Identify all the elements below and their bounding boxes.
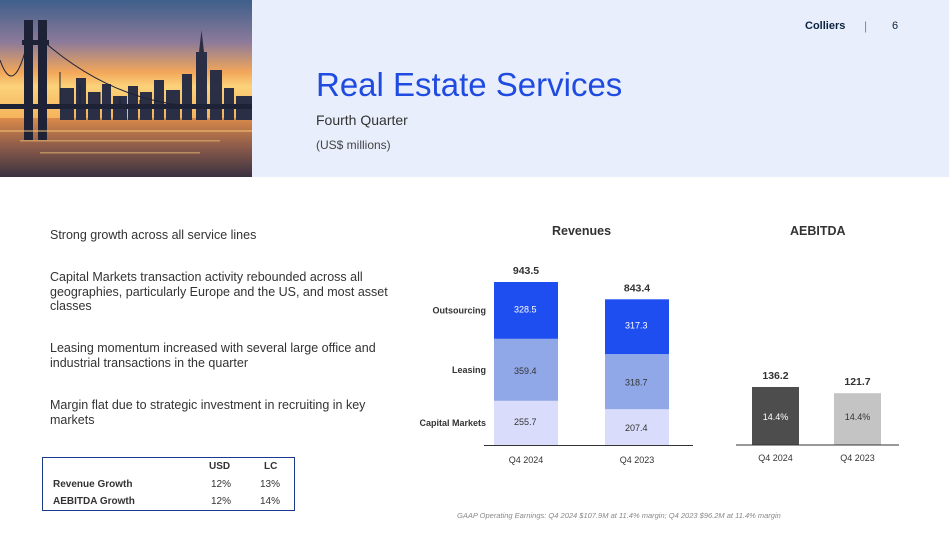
growth-row-usd: 12% [211,479,232,490]
aebitda-category-label: Q4 2023 [840,453,875,463]
revenue-segment-label: 328.5 [514,304,537,314]
bullet-item: Strong growth across all service lines [50,228,257,242]
revenue-bar-segment [605,299,669,355]
bullet-item: Margin flat due to strategic investment … [50,398,366,427]
revenue-bar-segment [494,400,558,445]
aebitda-category-label: Q4 2024 [758,453,793,463]
revenue-series-label: Leasing [452,365,486,375]
footnote: GAAP Operating Earnings: Q4 2024 $107.9M… [457,511,781,520]
page-subtitle: Fourth Quarter [316,112,408,128]
growth-row-lc: 13% [260,479,281,490]
growth-row-lc: 14% [260,496,281,507]
aebitda-value-label: 136.2 [762,370,788,382]
aebitda-margin-label: 14.4% [845,412,871,422]
aebitda-chart-title: AEBITDA [790,224,846,238]
aebitda-margin-label: 14.4% [763,412,789,422]
growth-row-label: Revenue Growth [53,479,133,490]
revenue-segment-label: 255.7 [514,417,537,427]
revenue-segment-label: 318.7 [625,378,648,388]
revenue-segment-label: 317.3 [625,321,648,331]
bullet-item: Capital Markets transaction activity reb… [50,270,388,313]
units-note: (US$ millions) [316,138,391,152]
page-title: Real Estate Services [316,66,623,103]
revenue-bar-segment [494,282,558,339]
city-skyline-image [0,0,252,177]
growth-col-lc: LC [264,461,278,472]
revenue-series-label: Outsourcing [433,305,487,315]
revenue-total-label: 943.5 [513,265,539,277]
bullet-item: Leasing momentum increased with several … [50,341,376,370]
growth-row-usd: 12% [211,496,232,507]
revenue-bar-segment [605,409,669,445]
header-separator: | [864,19,868,33]
growth-table: USD LC Revenue Growth 12% 13% AEBITDA Gr… [42,457,295,511]
header-banner: Colliers | 6 Real Estate Services Fourth… [0,0,949,177]
revenue-bar-segment [494,338,558,401]
growth-col-usd: USD [209,461,231,472]
growth-row-label: AEBITDA Growth [53,496,135,507]
revenue-category-label: Q4 2024 [509,455,544,465]
revenue-category-label: Q4 2023 [620,455,655,465]
revenue-segment-label: 359.4 [514,366,537,376]
aebitda-bar [752,387,799,445]
revenue-bar-segment [605,354,669,410]
revenue-total-label: 843.4 [624,282,650,294]
brand-name: Colliers [805,20,846,32]
revenue-segment-label: 207.4 [625,423,648,433]
revenue-series-label: Capital Markets [419,418,486,428]
page-number: 6 [892,20,899,32]
aebitda-bar [834,393,881,445]
revenues-chart-title: Revenues [552,224,612,238]
aebitda-value-label: 121.7 [844,376,870,388]
